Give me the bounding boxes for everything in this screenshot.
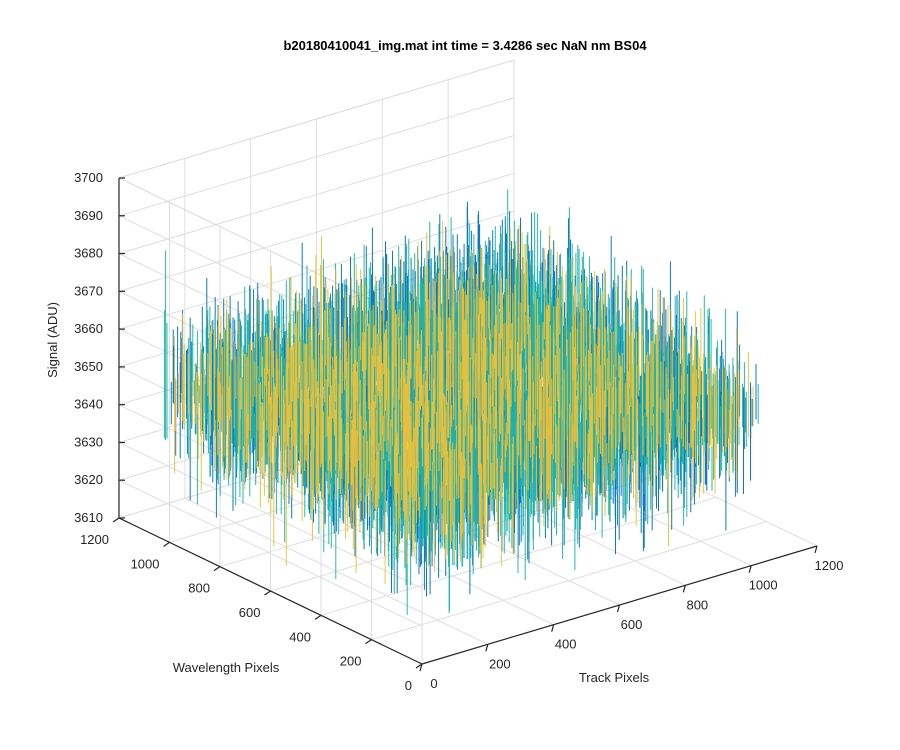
y-tick-mark xyxy=(365,639,372,645)
y-tick-label: 200 xyxy=(340,654,362,669)
x-tick-label: 1200 xyxy=(815,558,844,573)
z-tick-label: 3700 xyxy=(74,170,103,185)
x-tick-mark xyxy=(616,604,621,613)
y-tick-label: 600 xyxy=(239,605,261,620)
x-tick-label: 600 xyxy=(621,617,643,632)
y-tick-mark xyxy=(415,663,423,669)
x-axis-label: Track Pixels xyxy=(579,670,650,685)
z-tick-label: 3630 xyxy=(74,434,103,449)
z-tick-label: 3640 xyxy=(74,397,103,412)
y-tick-mark xyxy=(314,614,322,620)
x-tick-mark xyxy=(551,624,555,632)
x-tick-label: 1000 xyxy=(749,578,778,593)
y-tick-label: 0 xyxy=(405,678,412,693)
z-tick-label: 3610 xyxy=(74,510,103,525)
x-tick-mark xyxy=(748,565,752,573)
x-tick-mark xyxy=(814,545,818,554)
y-tick-mark xyxy=(163,541,170,547)
z-tick-label: 3680 xyxy=(74,246,103,261)
z-axis-label: Signal (ADU) xyxy=(45,302,60,378)
axis-layer: 0 200 400 600 800 1000 1200 0 200 400 600 800 1000 12… xyxy=(74,170,843,693)
z-tick-label: 3620 xyxy=(74,472,103,487)
x-tick-label: 800 xyxy=(686,597,708,612)
x-tick-mark xyxy=(682,585,686,593)
grid-line-y xyxy=(371,521,767,641)
y-tick-mark xyxy=(213,566,221,572)
z-tick-label: 3660 xyxy=(74,321,103,336)
x-tick-label: 400 xyxy=(555,637,577,652)
surface-data xyxy=(163,189,759,615)
chart-title: b20180410041_img.mat int time = 3.4286 s… xyxy=(283,38,647,53)
y-tick-label: 1200 xyxy=(80,532,109,547)
x-tick-mark xyxy=(419,663,423,672)
y-tick-mark xyxy=(112,517,120,523)
y-tick-label: 800 xyxy=(188,581,210,596)
y-tick-label: 1000 xyxy=(131,556,160,571)
z-tick-label: 3650 xyxy=(74,359,103,374)
surface-series-high xyxy=(174,220,754,584)
y-tick-mark xyxy=(264,590,271,596)
y-axis-label: Wavelength Pixels xyxy=(173,660,280,675)
box-edge xyxy=(118,59,515,179)
x-tick-label: 200 xyxy=(489,656,511,671)
z-tick-label: 3690 xyxy=(74,208,103,223)
x-tick-mark xyxy=(485,644,489,652)
z-tick-label: 3670 xyxy=(74,283,103,298)
y-tick-label: 400 xyxy=(289,629,311,644)
x-tick-label: 0 xyxy=(430,676,437,691)
